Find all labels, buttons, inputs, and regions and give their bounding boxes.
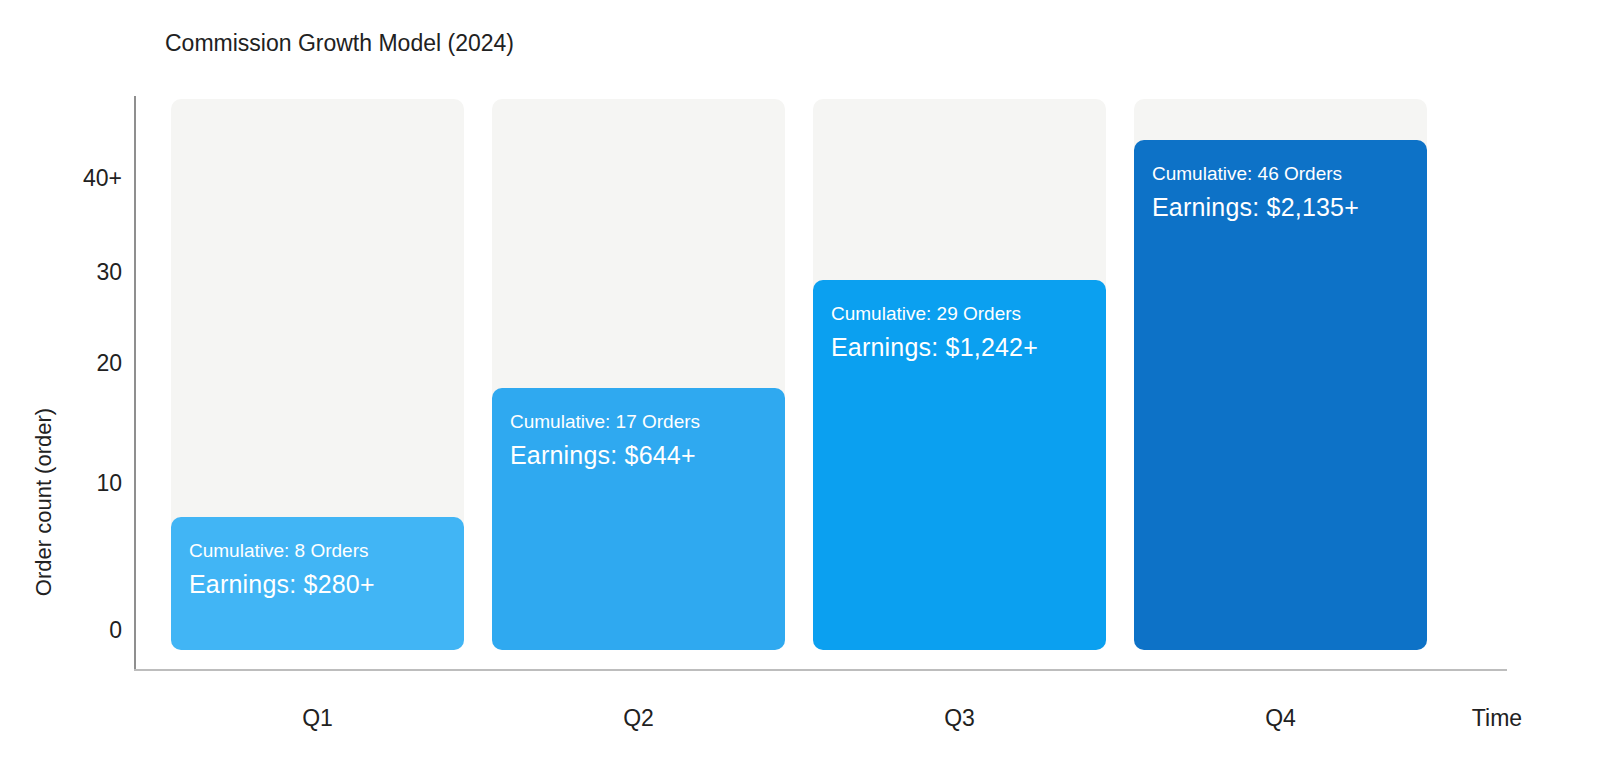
bar-q2: Cumulative: 17 Orders Earnings: $644+ [492,388,785,650]
x-axis-line [134,669,1507,671]
bar-q3-earnings-label: Earnings: $1,242+ [831,331,1088,363]
bar-q1: Cumulative: 8 Orders Earnings: $280+ [171,517,464,650]
bar-q3-cumulative-label: Cumulative: 29 Orders [831,301,1088,327]
chart-canvas: Commission Growth Model (2024) Order cou… [0,0,1600,778]
bar-q2-cumulative-label: Cumulative: 17 Orders [510,409,767,435]
bar-q4-cumulative-label: Cumulative: 46 Orders [1152,161,1409,187]
y-tick-40plus: 40+ [30,164,122,192]
bar-group-q2: Cumulative: 17 Orders Earnings: $644+ [492,99,785,650]
y-axis-title: Order count (order) [30,342,58,662]
y-tick-10: 10 [30,469,122,497]
y-tick-0: 0 [30,616,122,644]
x-tick-q3: Q3 [813,704,1106,732]
x-tick-q1: Q1 [171,704,464,732]
bar-q2-earnings-label: Earnings: $644+ [510,439,767,471]
y-axis-line [134,96,136,671]
bar-q4-earnings-label: Earnings: $2,135+ [1152,191,1409,223]
bar-q3: Cumulative: 29 Orders Earnings: $1,242+ [813,280,1106,650]
x-axis-title: Time [1436,704,1558,732]
bar-q1-cumulative-label: Cumulative: 8 Orders [189,538,446,564]
y-tick-30: 30 [30,258,122,286]
bar-group-q3: Cumulative: 29 Orders Earnings: $1,242+ [813,99,1106,650]
chart-title: Commission Growth Model (2024) [165,29,514,57]
bar-q4: Cumulative: 46 Orders Earnings: $2,135+ [1134,140,1427,650]
bar-group-q4: Cumulative: 46 Orders Earnings: $2,135+ [1134,99,1427,650]
bar-group-q1: Cumulative: 8 Orders Earnings: $280+ [171,99,464,650]
bar-q1-earnings-label: Earnings: $280+ [189,568,446,600]
y-tick-20: 20 [30,349,122,377]
x-tick-q4: Q4 [1134,704,1427,732]
x-tick-q2: Q2 [492,704,785,732]
